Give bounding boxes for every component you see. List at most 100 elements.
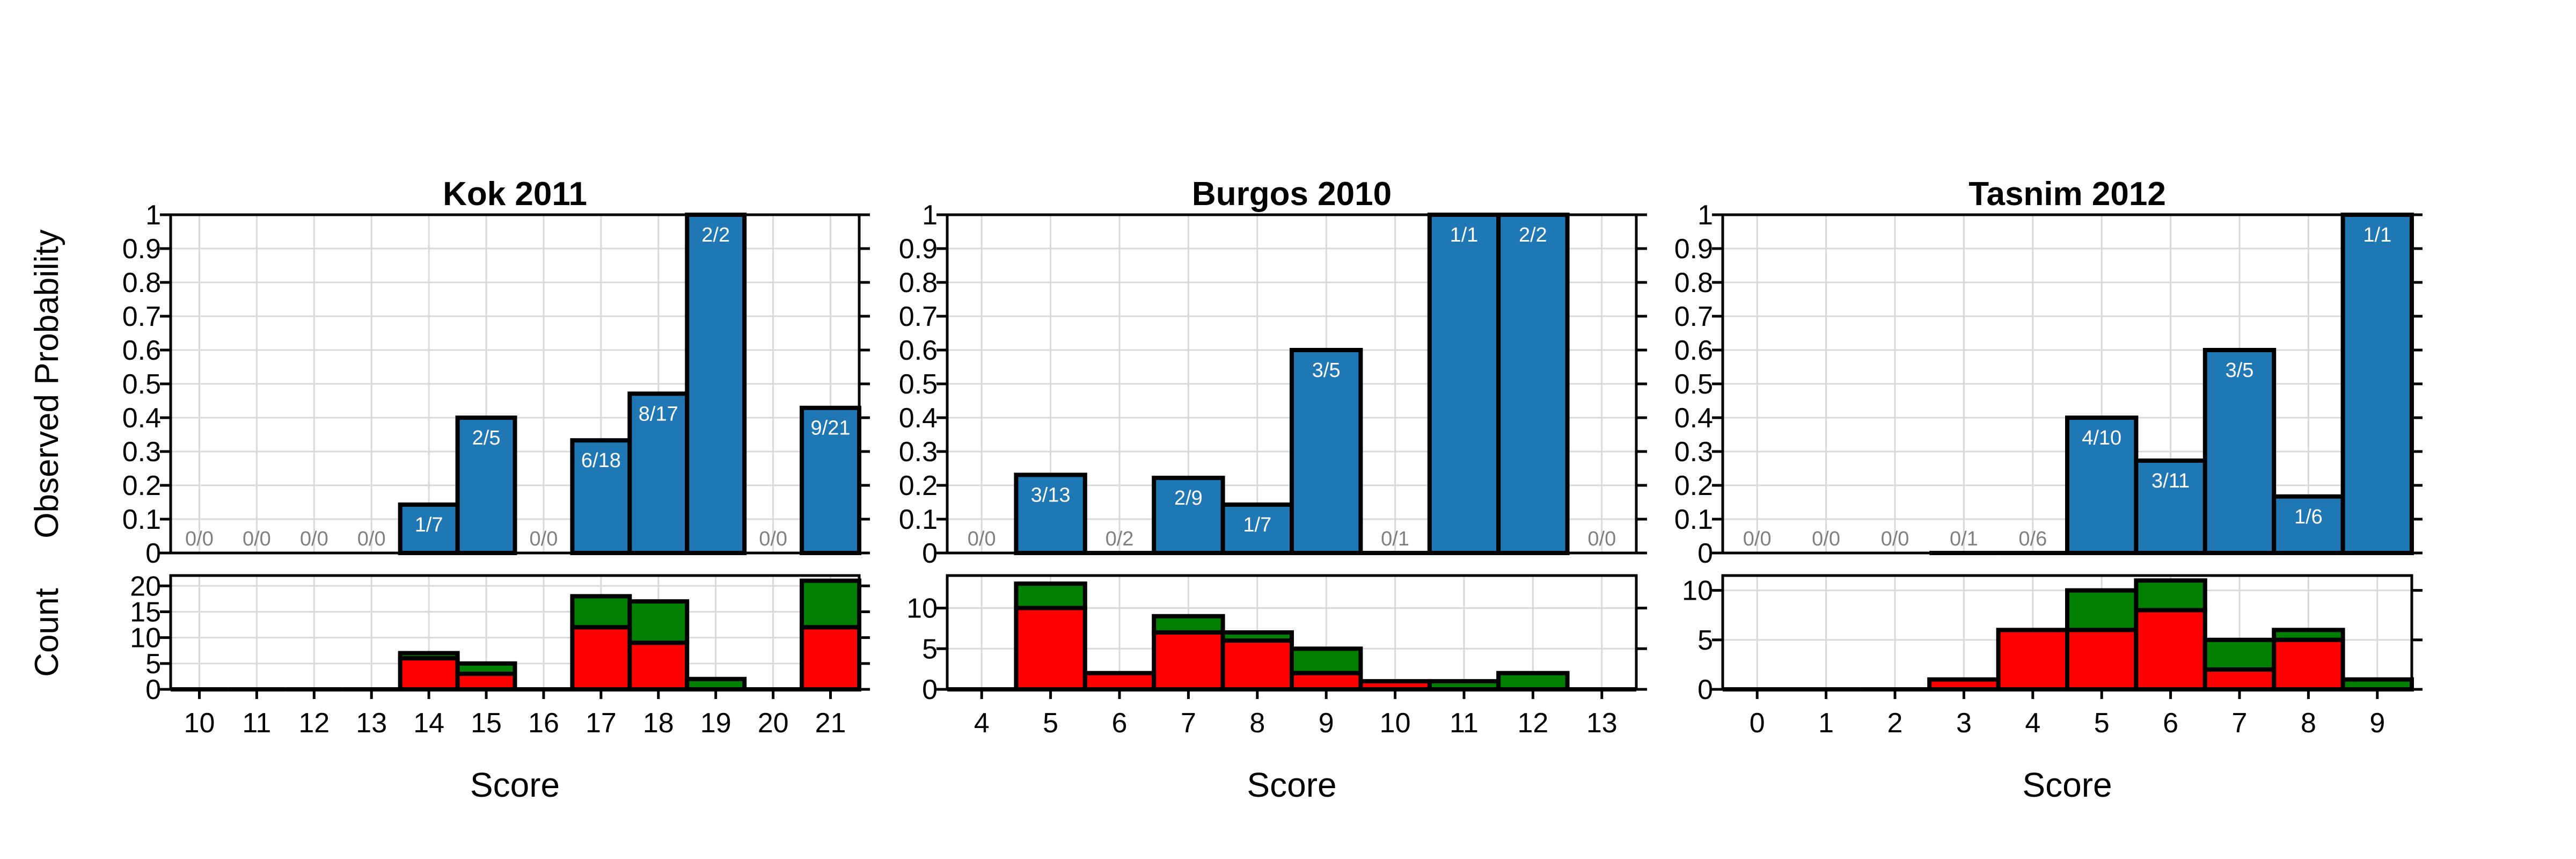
x-tick-label: 4 [2025,708,2040,739]
fraction-label: 0/6 [2018,528,2047,550]
y-tick-label: 0.6 [122,335,161,366]
x-tick-label: 12 [298,708,330,739]
x-axis-ticks: 0 1 2 3 4 5 6 7 8 9 [1750,689,2385,739]
x-tick-label: 11 [1450,708,1479,739]
y-tick-label: 1 [1697,200,1713,231]
y-tick-label: 0.6 [899,335,938,366]
bottom-y-axis-label: Count [28,588,65,676]
count-bar-red [2202,667,2277,692]
fraction-label: 1/6 [2294,506,2323,528]
x-tick-label: 8 [2301,708,2316,739]
count-bar-red [627,640,690,691]
bar [1014,472,1087,555]
panel-1: 0/0 0/0 0/0 0/01/72/50/06/188/172/20/09/210… [122,176,870,804]
chart-title: Burgos 2010 [1192,176,1392,213]
count-bar-red [2065,628,2139,692]
fraction-label: 0/0 [1587,528,1616,550]
count-bar-green [2202,637,2277,672]
y-tick-label: 0.1 [1674,504,1713,535]
fraction-label: 0/0 [759,528,787,550]
fraction-label: 0/0 [1743,528,1772,550]
count-plot: 0 5 10 4 5 6 7 8 9 10 11 12 13 [906,574,1647,739]
bar [2202,348,2277,555]
count-bar-red [2134,608,2207,691]
fraction-label: 0/0 [1812,528,1840,550]
x-tick-label: 7 [1181,708,1196,739]
y-tick-label: 0 [1697,674,1713,705]
count-bar-red [570,625,632,692]
plot-frame [946,574,1638,691]
y-tick-label: 0.8 [1674,267,1713,299]
panel-2: 0/03/130/22/91/73/50/11/1 2/20/000.10.20.… [899,176,1647,804]
y-tick-label: 0.4 [1674,403,1713,434]
bar [1427,213,1501,555]
x-tick-label: 13 [356,708,387,739]
count-bar-red [2272,637,2345,691]
y-axis-ticks: 0 5 10 [1682,576,2423,705]
count-bar-red [1290,671,1363,691]
y-tick-label: 10 [130,623,161,654]
count-bar-red [1220,638,1294,691]
bar [627,391,690,556]
y-tick-label: 0.7 [122,301,161,332]
x-tick-label: 9 [1319,708,1334,739]
y-tick-label: 0.9 [122,234,161,265]
y-tick-label: 0 [922,674,938,705]
y-tick-label: 0.4 [899,403,938,434]
plot-frame [1721,574,2413,691]
y-tick-label: 1 [922,200,938,231]
plot-frame [169,574,861,691]
count-bar-red [1152,630,1225,691]
bar [1220,502,1294,555]
count-bar-green [627,599,690,645]
count-bar-green [1152,614,1225,635]
count-bar-green [570,594,632,630]
chart-panels: 0/0 0/0 0/0 0/01/72/50/06/188/172/20/09/210… [122,176,2423,804]
y-tick-label: 0.2 [899,470,938,501]
y-tick-label: 0 [145,538,161,569]
x-tick-label: 4 [974,708,990,739]
count-bar-green [1290,646,1363,675]
y-axis-ticks: 00.10.20.30.40.50.60.70.80.91 [1674,200,2423,569]
y-tick-label: 0.1 [899,504,938,535]
panel-3: 0/0 0/0 0/0 0/1 0/64/103/113/51/61/100.10.20… [1674,176,2423,804]
x-tick-label: 14 [413,708,444,739]
bar [800,405,862,555]
y-tick-label: 0.5 [122,369,161,400]
x-tick-label: 12 [1517,708,1548,739]
count-bar-green [2065,588,2139,632]
x-tick-label: 18 [643,708,674,739]
y-tick-label: 0.5 [899,369,938,400]
probability-plot: 0/03/130/22/91/73/50/11/1 2/20/000.10.20.… [899,176,1647,569]
count-bar-red [800,625,862,692]
probability-plot: 0/0 0/0 0/0 0/1 0/64/103/113/51/61/100.10.20… [1674,176,2423,569]
bar [2340,213,2414,555]
bar [685,213,747,555]
fraction-label: 3/5 [2226,359,2254,382]
x-axis-ticks: 4 5 6 7 8 9 10 11 12 13 [974,689,1618,739]
count-bar-green [800,578,862,630]
chart-title: Tasnim 2012 [1968,176,2166,213]
count-bar-green [2134,578,2207,613]
fraction-label: 2/5 [472,427,501,449]
y-tick-label: 0.6 [1674,335,1713,366]
y-tick-label: 0 [145,674,161,705]
y-tick-label: 0.9 [899,234,938,265]
bar [1290,348,1363,555]
y-tick-label: 5 [922,634,938,665]
fraction-label: 0/0 [185,528,214,550]
y-tick-label: 0.8 [122,267,161,299]
count-plot: 0 5 10 0 1 2 3 4 5 6 7 8 9 [1682,574,2423,739]
x-axis-label: Score [2022,766,2112,804]
count-bar-red [1082,671,1157,691]
x-tick-label: 21 [815,708,846,739]
fraction-label: 1/1 [2363,224,2391,246]
x-tick-label: 5 [1043,708,1058,739]
x-tick-label: 11 [242,708,271,739]
fraction-label: 0/0 [243,528,271,550]
fraction-label: 0/0 [300,528,328,550]
y-tick-label: 10 [1682,576,1713,607]
x-tick-label: 19 [700,708,731,739]
